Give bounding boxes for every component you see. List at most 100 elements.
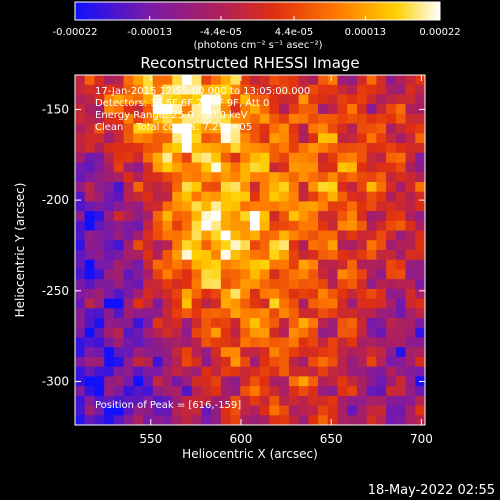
heatmap-cell	[84, 240, 95, 251]
heatmap-cell	[318, 288, 329, 300]
heatmap-cell	[347, 327, 358, 338]
heatmap-cell	[230, 386, 241, 397]
heatmap-cell	[162, 269, 173, 280]
heatmap-cell	[94, 415, 105, 426]
heatmap-cell	[318, 230, 329, 241]
heatmap-cell	[386, 318, 397, 329]
heatmap-cell	[230, 376, 241, 387]
heatmap-cell	[94, 220, 105, 231]
heatmap-cell	[123, 240, 134, 251]
heatmap-cell	[94, 201, 105, 212]
heatmap-cell	[337, 181, 348, 193]
heatmap-cell	[133, 259, 144, 270]
heatmap-cell	[220, 211, 231, 222]
heatmap-cell	[376, 75, 387, 86]
heatmap-cell	[259, 327, 270, 338]
heatmap-cell	[347, 250, 358, 261]
heatmap-cell	[230, 279, 241, 290]
heatmap-cell	[308, 327, 319, 338]
heatmap-cell	[327, 191, 338, 202]
heatmap-cell	[405, 181, 416, 193]
heatmap-cell	[288, 94, 300, 105]
heatmap-cell	[181, 298, 193, 309]
heatmap-cell	[386, 133, 397, 144]
heatmap-cell	[356, 220, 368, 231]
heatmap-cell	[298, 269, 309, 280]
heatmap-cell	[220, 133, 231, 144]
heatmap-cell	[386, 376, 397, 387]
heatmap-cell	[123, 405, 134, 416]
heatmap-cell	[269, 366, 280, 377]
heatmap-cell	[230, 113, 241, 125]
heatmap-cell	[181, 133, 193, 144]
heatmap-cell	[181, 405, 193, 416]
heatmap-cell	[240, 386, 251, 397]
heatmap-cell	[104, 356, 115, 368]
heatmap-cell	[84, 84, 95, 95]
heatmap-cell	[327, 298, 338, 309]
heatmap-cell	[191, 288, 202, 300]
heatmap-cell	[269, 288, 280, 300]
heatmap-cell	[250, 162, 261, 173]
heatmap-cell	[201, 143, 212, 154]
heatmap-cell	[143, 395, 154, 406]
heatmap-cell	[318, 240, 329, 251]
heatmap-cell	[366, 376, 377, 387]
heatmap-cell	[172, 288, 183, 300]
heatmap-cell	[211, 395, 222, 406]
heatmap-cell	[152, 211, 163, 222]
heatmap-cell	[395, 356, 406, 368]
heatmap-cell	[220, 405, 231, 416]
heatmap-cell	[376, 337, 387, 348]
heatmap-cell	[113, 415, 125, 426]
heatmap-cell	[318, 298, 329, 309]
heatmap-cell	[191, 84, 202, 95]
heatmap-cell	[84, 395, 95, 406]
heatmap-cell	[75, 123, 86, 134]
heatmap-cell	[152, 84, 163, 95]
heatmap-cell	[327, 172, 338, 183]
heatmap-cell	[230, 327, 241, 338]
heatmap-cell	[327, 181, 338, 193]
heatmap-cell	[162, 327, 173, 338]
heatmap-cell	[298, 172, 309, 183]
heatmap-cell	[152, 240, 163, 251]
heatmap-cell	[259, 133, 270, 144]
heatmap-cell	[308, 395, 319, 406]
heatmap-cell	[298, 113, 309, 125]
heatmap-cell	[415, 172, 426, 183]
heatmap-cell	[279, 366, 290, 377]
heatmap-cell	[123, 308, 134, 319]
heatmap-cell	[298, 356, 309, 368]
heatmap-cell	[356, 298, 368, 309]
heatmap-cell	[113, 337, 125, 348]
heatmap-cell	[269, 143, 280, 154]
heatmap-cell	[143, 104, 154, 115]
heatmap-cell	[376, 308, 387, 319]
heatmap-cell	[75, 133, 86, 144]
heatmap-cell	[259, 366, 270, 377]
heatmap-cell	[201, 386, 212, 397]
heatmap-cell	[250, 123, 261, 134]
heatmap-cell	[376, 181, 387, 193]
heatmap-cell	[104, 269, 115, 280]
annotation-block: 17-Jan-2015 12:55:00.000 to 13:05:00.000…	[95, 86, 310, 411]
heatmap-cell	[259, 405, 270, 416]
heatmap-cell	[356, 94, 368, 105]
heatmap-cell	[386, 230, 397, 241]
heatmap-cell	[220, 269, 231, 280]
heatmap-cell	[240, 75, 251, 86]
heatmap-cell	[181, 220, 193, 231]
heatmap-cell	[94, 298, 105, 309]
heatmap-cell	[337, 123, 348, 134]
heatmap-cell	[298, 133, 309, 144]
heatmap-cell	[143, 230, 154, 241]
heatmap-cell	[123, 191, 134, 202]
heatmap-cell	[133, 152, 144, 163]
heatmap-cell	[172, 318, 183, 329]
heatmap-cell	[279, 337, 290, 348]
heatmap-cell	[94, 75, 105, 86]
heatmap-cell	[191, 259, 202, 270]
heatmap-cell	[288, 230, 300, 241]
heatmap-cell	[269, 298, 280, 309]
